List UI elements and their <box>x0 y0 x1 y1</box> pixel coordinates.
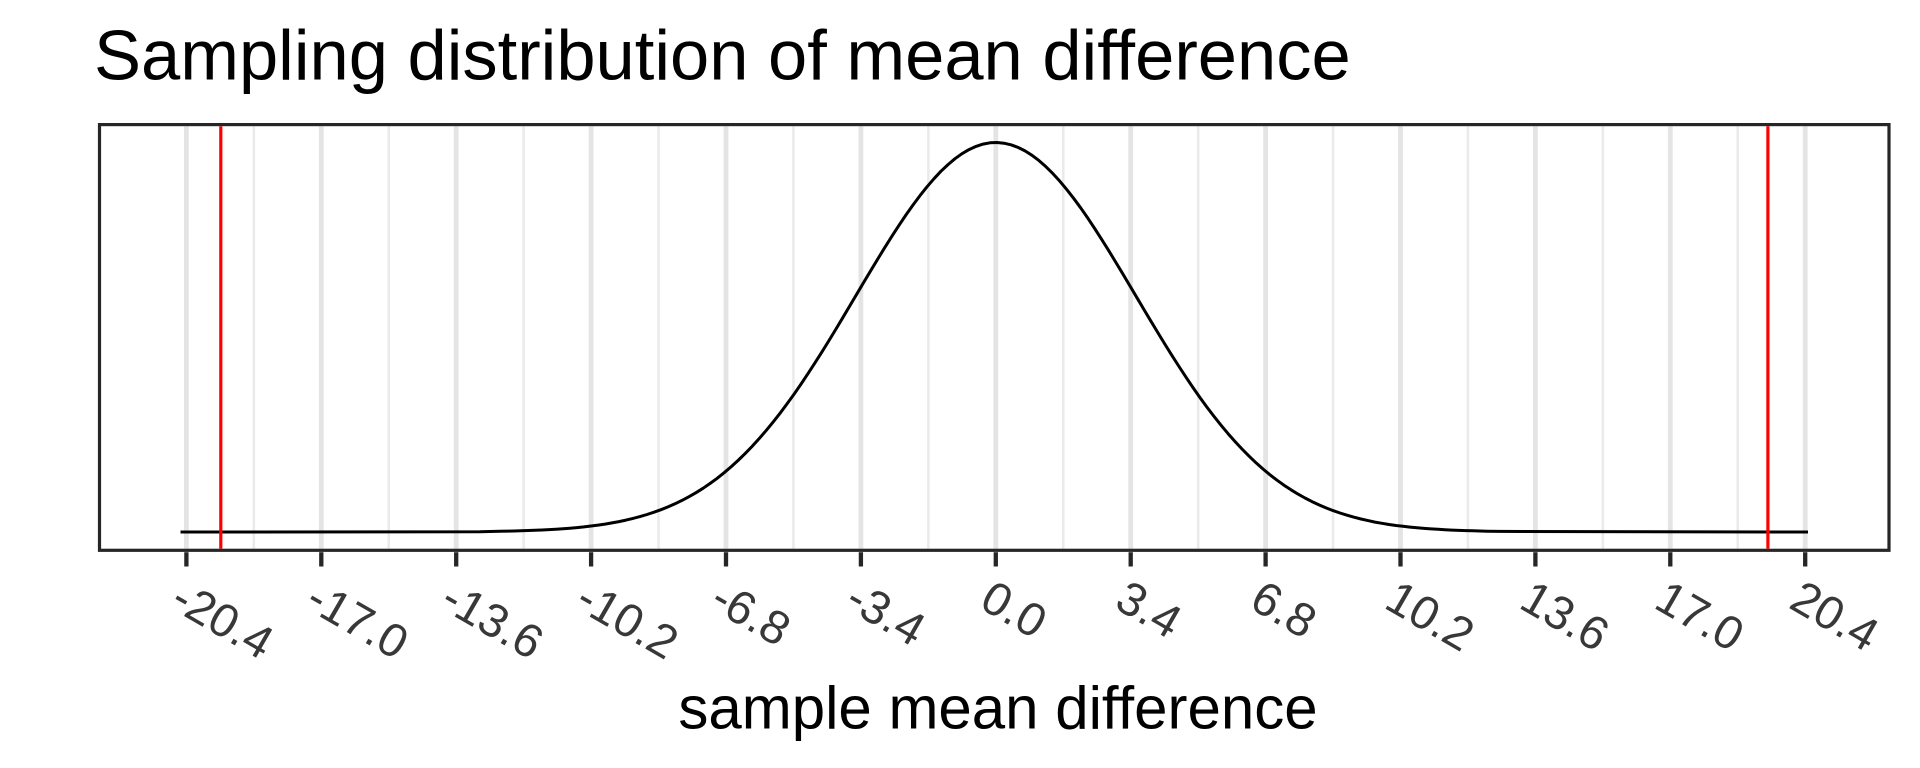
svg-text:sample mean difference: sample mean difference <box>678 675 1317 742</box>
svg-text:Sampling distribution of mean: Sampling distribution of mean difference <box>94 16 1351 95</box>
